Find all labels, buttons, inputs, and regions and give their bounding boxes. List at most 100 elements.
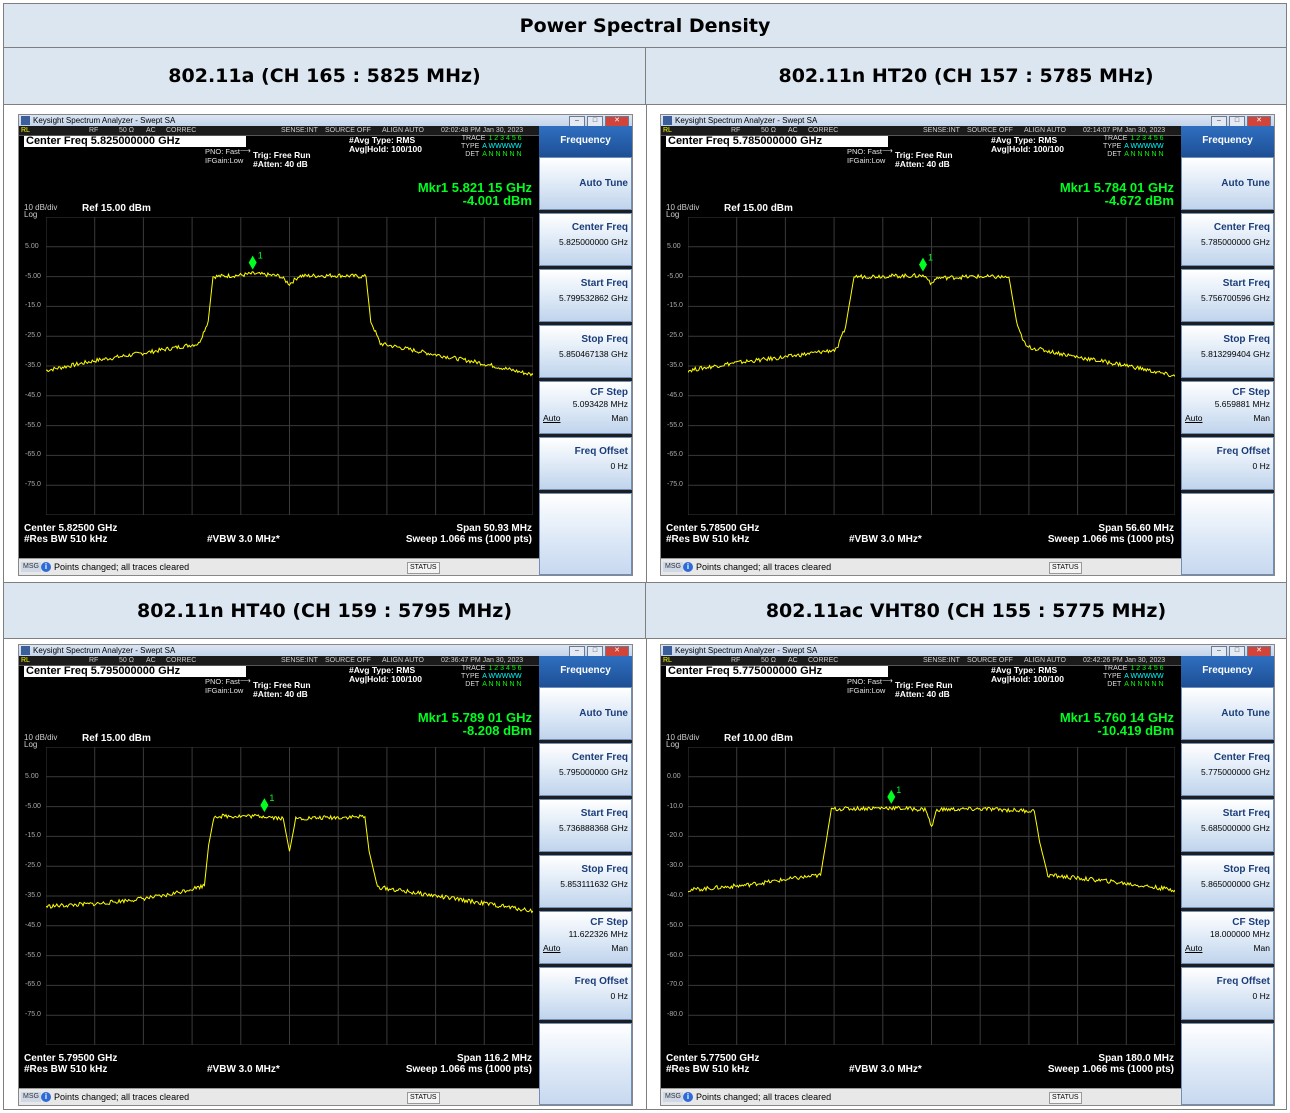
marker-frequency: Mkr1 5.784 01 GHz	[1059, 180, 1174, 195]
cf-step-button[interactable]: CF Step 18.000000 MHz Auto Man	[1181, 911, 1274, 964]
y-tick-label: -80.0	[667, 1011, 683, 1019]
start-freq-button[interactable]: Start Freq 5.756700596 GHz	[1181, 269, 1274, 322]
status-button[interactable]: STATUS	[407, 1092, 440, 1104]
det-values: A N N N N N	[482, 681, 522, 688]
key-label: Stop Freq	[581, 864, 628, 875]
status-sense: SENSE:INT	[923, 657, 960, 664]
det-label: DET	[1107, 681, 1122, 688]
trace-numbers: 1 2 3 4 5 6	[1130, 135, 1164, 142]
video-bandwidth: #VBW 3.0 MHz*	[207, 534, 280, 545]
trace-status-table: TRACE 1 2 3 4 5 6 TYPE A WWWWW DET A N N N …	[1103, 665, 1164, 689]
ifgain-setting: IFGain:Low	[847, 156, 886, 165]
key-value: 5.659881 MHz	[1214, 399, 1270, 409]
y-tick-label: -45.0	[667, 391, 683, 399]
center-freq-button[interactable]: Center Freq 5.795000000 GHz	[539, 743, 632, 796]
det-values: A N N N N N	[482, 151, 522, 158]
status-correction: CORREC	[808, 127, 839, 134]
message-bar: MSG i Points changed; all traces cleared…	[661, 1088, 1181, 1105]
trace-numbers: 1 2 3 4 5 6	[488, 665, 522, 672]
info-icon: i	[41, 1092, 51, 1102]
key-label: Auto Tune	[579, 178, 628, 189]
attenuation-setting: #Atten: 40 dB	[253, 689, 308, 699]
type-values: A WWWWW	[482, 673, 522, 680]
instrument-status-row: RL RF 50 Ω AC CORREC SENSE:INT SOURCE OF…	[661, 126, 1181, 136]
key-value: 5.775000000 GHz	[1201, 767, 1270, 777]
key-label: Auto Tune	[579, 708, 628, 719]
stop-freq-button[interactable]: Stop Freq 5.865000000 GHz	[1181, 855, 1274, 908]
auto-tune-button[interactable]: Auto Tune	[539, 157, 632, 210]
status-rf: RF	[89, 127, 99, 134]
trigger-arrow-icon: ⟶	[240, 676, 251, 685]
softkey-menu: Frequency Auto Tune Center Freq 5.7750000…	[1181, 656, 1274, 1105]
man-option: Man	[1253, 413, 1270, 423]
marker-amplitude: -4.001 dBm	[462, 193, 532, 208]
y-tick-label: -75.0	[25, 481, 41, 489]
msg-tag: MSG	[663, 562, 683, 572]
attenuation-setting: #Atten: 40 dB	[895, 159, 950, 169]
center-freq-readout: Center Freq 5.825000000 GHz	[24, 136, 246, 147]
center-freq-button[interactable]: Center Freq 5.775000000 GHz	[1181, 743, 1274, 796]
empty-softkey	[539, 1023, 632, 1105]
auto-tune-button[interactable]: Auto Tune	[539, 687, 632, 740]
video-bandwidth: #VBW 3.0 MHz*	[849, 1064, 922, 1075]
auto-tune-button[interactable]: Auto Tune	[1181, 687, 1274, 740]
y-tick-label: 5.00	[25, 242, 39, 250]
marker-label: 1	[269, 793, 274, 803]
freq-offset-button[interactable]: Freq Offset 0 Hz	[1181, 437, 1274, 490]
type-values: A WWWWW	[482, 143, 522, 150]
status-button[interactable]: STATUS	[1049, 562, 1082, 574]
center-freq-button[interactable]: Center Freq 5.785000000 GHz	[1181, 213, 1274, 266]
app-icon	[21, 116, 30, 125]
message-text: Points changed; all traces cleared	[696, 562, 832, 572]
trigger-arrow-icon: ⟶	[882, 146, 893, 155]
marker-amplitude: -8.208 dBm	[462, 723, 532, 738]
key-value: 5.853111632 GHz	[560, 879, 628, 889]
status-button[interactable]: STATUS	[407, 562, 440, 574]
softkey-menu: Frequency Auto Tune Center Freq 5.7950000…	[539, 656, 632, 1105]
freq-offset-button[interactable]: Freq Offset 0 Hz	[539, 437, 632, 490]
status-impedance: 50 Ω	[761, 127, 776, 134]
menu-title: Frequency	[1181, 656, 1274, 687]
resolution-bandwidth: #Res BW 510 kHz	[666, 1064, 750, 1075]
y-tick-label: -55.0	[25, 421, 41, 429]
status-source: SOURCE OFF	[967, 127, 1013, 134]
freq-offset-button[interactable]: Freq Offset 0 Hz	[1181, 967, 1274, 1020]
cf-step-button[interactable]: CF Step 5.659881 MHz Auto Man	[1181, 381, 1274, 434]
det-values: A N N N N N	[1124, 151, 1164, 158]
key-value: 0 Hz	[610, 461, 628, 471]
cf-step-button[interactable]: CF Step 11.622326 MHz Auto Man	[539, 911, 632, 964]
window-titlebar: Keysight Spectrum Analyzer - Swept SA – …	[661, 115, 1274, 127]
cf-step-button[interactable]: CF Step 5.093428 MHz Auto Man	[539, 381, 632, 434]
y-tick-label: -5.00	[25, 802, 41, 810]
window-title: Keysight Spectrum Analyzer - Swept SA	[33, 116, 176, 125]
y-tick-label: -35.0	[25, 892, 41, 899]
trace-label: TRACE	[1103, 665, 1128, 672]
trace-line	[46, 813, 533, 914]
auto-tune-button[interactable]: Auto Tune	[1181, 157, 1274, 210]
trace-line	[688, 805, 1175, 893]
start-freq-button[interactable]: Start Freq 5.685000000 GHz	[1181, 799, 1274, 852]
stop-freq-button[interactable]: Stop Freq 5.850467138 GHz	[539, 325, 632, 378]
column-divider	[646, 639, 647, 1109]
stop-freq-button[interactable]: Stop Freq 5.813299404 GHz	[1181, 325, 1274, 378]
marker-label: 1	[258, 251, 263, 261]
start-freq-button[interactable]: Start Freq 5.799532862 GHz	[539, 269, 632, 322]
video-bandwidth: #VBW 3.0 MHz*	[207, 1064, 280, 1075]
avg-hold: Avg|Hold: 100/100	[991, 674, 1064, 684]
panel-heading-1: 802.11n HT20 (CH 157 : 5785 MHz)	[646, 48, 1286, 105]
softkey-menu: Frequency Auto Tune Center Freq 5.8250000…	[539, 126, 632, 575]
freq-offset-button[interactable]: Freq Offset 0 Hz	[539, 967, 632, 1020]
y-tick-label: -45.0	[25, 391, 41, 399]
stop-freq-button[interactable]: Stop Freq 5.853111632 GHz	[539, 855, 632, 908]
start-freq-button[interactable]: Start Freq 5.736888368 GHz	[539, 799, 632, 852]
trigger-arrow-icon: ⟶	[240, 146, 251, 155]
resolution-bandwidth: #Res BW 510 kHz	[24, 534, 108, 545]
key-label: CF Step	[1232, 387, 1270, 398]
center-freq-button[interactable]: Center Freq 5.825000000 GHz	[539, 213, 632, 266]
status-rf: RF	[731, 127, 741, 134]
window-title: Keysight Spectrum Analyzer - Swept SA	[675, 116, 818, 125]
status-coupling: AC	[146, 657, 156, 664]
window-title: Keysight Spectrum Analyzer - Swept SA	[675, 646, 818, 655]
y-tick-label: -5.00	[25, 272, 41, 280]
status-button[interactable]: STATUS	[1049, 1092, 1082, 1104]
